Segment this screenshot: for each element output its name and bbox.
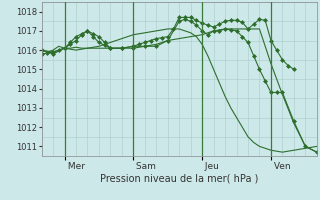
X-axis label: Pression niveau de la mer( hPa ): Pression niveau de la mer( hPa ) — [100, 173, 258, 183]
